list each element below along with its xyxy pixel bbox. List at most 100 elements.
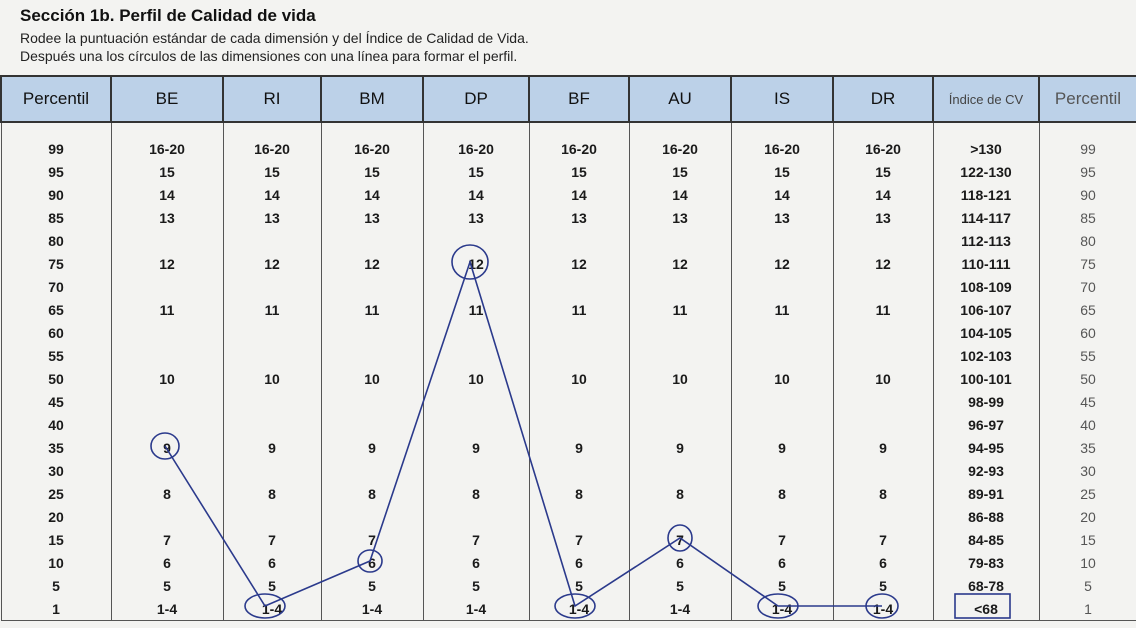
cell: <68	[932, 597, 1040, 621]
cell	[528, 344, 630, 367]
cell: 13	[832, 206, 934, 229]
cell: 20	[1038, 505, 1136, 528]
cell	[832, 413, 934, 436]
cell: 14	[110, 183, 224, 206]
cell: 8	[528, 482, 630, 505]
cell: 6	[110, 551, 224, 574]
cell: 89-91	[932, 482, 1040, 505]
cell: 10	[528, 367, 630, 390]
cell: 11	[110, 298, 224, 321]
cell: 114-117	[932, 206, 1040, 229]
cell: 11	[320, 298, 424, 321]
cell: 12	[222, 252, 322, 275]
cell: 85	[0, 206, 112, 229]
cell	[320, 413, 424, 436]
cell: 1	[1038, 597, 1136, 621]
cell: 90	[1038, 183, 1136, 206]
column-header: Índice de CV	[932, 75, 1040, 123]
cell: 75	[0, 252, 112, 275]
cell: 30	[0, 459, 112, 482]
cell: 25	[0, 482, 112, 505]
cell: 45	[0, 390, 112, 413]
cell	[628, 390, 732, 413]
cell	[832, 459, 934, 482]
cell: 16-20	[222, 137, 322, 160]
cell: 5	[528, 574, 630, 597]
cell: 5	[222, 574, 322, 597]
cell: 9	[730, 436, 834, 459]
cell: 13	[528, 206, 630, 229]
cell: 55	[1038, 344, 1136, 367]
cell	[628, 229, 732, 252]
cell: 11	[832, 298, 934, 321]
cell	[110, 321, 224, 344]
cell: 15	[320, 160, 424, 183]
table-row: 1 1-4 1-4 1-4 1-4 1-4 1-4 1-4 1-4 <68 1	[0, 597, 1136, 621]
cell: 7	[222, 528, 322, 551]
spacer-row	[0, 122, 1136, 137]
cell: 6	[528, 551, 630, 574]
cell: 15	[832, 160, 934, 183]
instruction: Rodee la puntuación estándar de cada dim…	[20, 30, 529, 46]
cell: 5	[320, 574, 424, 597]
cell: 12	[110, 252, 224, 275]
cell: 50	[0, 367, 112, 390]
table-row: 35 9 9 9 9 9 9 9 9 94-95 35	[0, 436, 1136, 459]
table-row: 65 11 11 11 11 11 11 11 11 106-107 65	[0, 298, 1136, 321]
column-header: DP	[422, 75, 530, 123]
cell: 92-93	[932, 459, 1040, 482]
cell	[730, 390, 834, 413]
cell: 108-109	[932, 275, 1040, 298]
cell: 14	[730, 183, 834, 206]
cell: 1-4	[222, 597, 322, 621]
profile-table: Percentil BE RI BM DP BF AU IS DR Índice de CV Per…	[0, 75, 1136, 621]
cell	[422, 229, 530, 252]
cell: 14	[422, 183, 530, 206]
cell	[528, 275, 630, 298]
header-row: Percentil BE RI BM DP BF AU IS DR Índice de CV Per…	[0, 75, 1136, 123]
cell: 118-121	[932, 183, 1040, 206]
cell: 35	[0, 436, 112, 459]
cell	[110, 459, 224, 482]
cell: 40	[1038, 413, 1136, 436]
cell: 60	[0, 321, 112, 344]
cell: 7	[628, 528, 732, 551]
cell: 65	[0, 298, 112, 321]
cell: 112-113	[932, 229, 1040, 252]
column-header: BE	[110, 75, 224, 123]
cell	[730, 459, 834, 482]
cell: 95	[1038, 160, 1136, 183]
cell: 104-105	[932, 321, 1040, 344]
cell: 5	[628, 574, 732, 597]
cell	[832, 344, 934, 367]
table-row: 75 12 12 12 12 12 12 12 12 110-111 75	[0, 252, 1136, 275]
column-header: RI	[222, 75, 322, 123]
cell: 9	[422, 436, 530, 459]
cell	[730, 505, 834, 528]
cell: 14	[628, 183, 732, 206]
cell: 25	[1038, 482, 1136, 505]
cell: 9	[832, 436, 934, 459]
cell	[222, 505, 322, 528]
cell: 15	[0, 528, 112, 551]
cell: 8	[832, 482, 934, 505]
cell: 16-20	[832, 137, 934, 160]
cell: 1-4	[730, 597, 834, 621]
cell	[628, 505, 732, 528]
cell: 8	[320, 482, 424, 505]
cell	[528, 321, 630, 344]
table-row: 95 15 15 15 15 15 15 15 15 122-130 95	[0, 160, 1136, 183]
cell: 86-88	[932, 505, 1040, 528]
cell: 15	[528, 160, 630, 183]
cell: 8	[628, 482, 732, 505]
cell	[528, 229, 630, 252]
cell	[422, 275, 530, 298]
cell	[110, 505, 224, 528]
cell	[832, 229, 934, 252]
cell	[222, 459, 322, 482]
cell: 15	[110, 160, 224, 183]
cell	[628, 344, 732, 367]
cell: 65	[1038, 298, 1136, 321]
cell: 55	[0, 344, 112, 367]
cell: 98-99	[932, 390, 1040, 413]
